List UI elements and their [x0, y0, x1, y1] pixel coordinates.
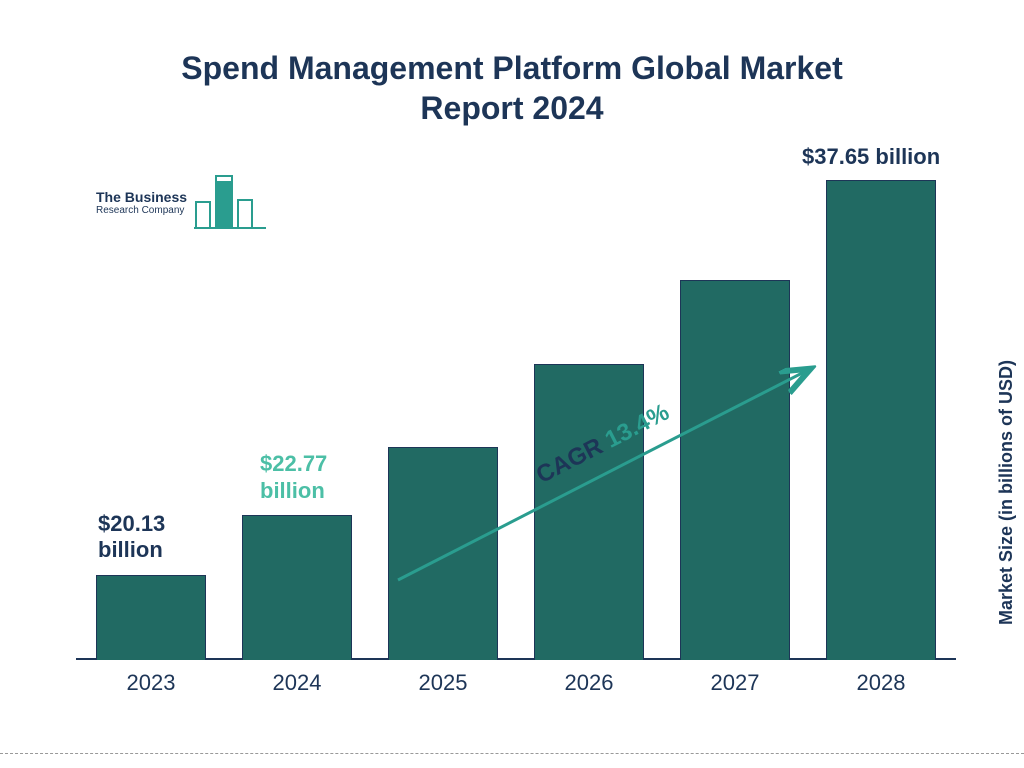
cagr-arrow-icon [76, 160, 956, 700]
chart-title-line1: Spend Management Platform Global Market [0, 48, 1024, 88]
chart-canvas: Spend Management Platform Global Market … [0, 0, 1024, 768]
chart-title-line2: Report 2024 [0, 88, 1024, 128]
bottom-divider [0, 753, 1024, 754]
plot-area: 202320242025202620272028 $20.13 billion … [76, 160, 956, 700]
y-axis-label: Market Size (in billions of USD) [996, 360, 1017, 625]
cagr-annotation: CAGR 13.4% [76, 160, 956, 700]
chart-title: Spend Management Platform Global Market … [0, 48, 1024, 128]
